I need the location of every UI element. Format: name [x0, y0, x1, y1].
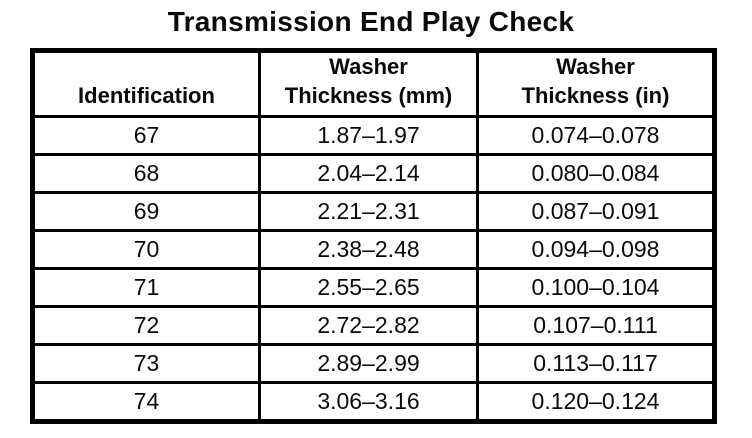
- column-header: Washer Thickness (mm): [258, 48, 479, 119]
- table-row: 71 2.55–2.65 0.100–0.104: [31, 267, 716, 309]
- table-cell: 70: [31, 229, 261, 271]
- table-row: 70 2.38–2.48 0.094–0.098: [31, 229, 716, 271]
- table-cell: 0.087–0.091: [476, 191, 716, 233]
- header-row: Identification Washer Thickness (mm) Washe…: [31, 48, 716, 119]
- table-cell: 3.06–3.16: [258, 381, 479, 424]
- table-cell: 1.87–1.97: [258, 115, 479, 157]
- table-body: 67 1.87–1.97 0.074–0.078 68 2.04–2.14 0.080–0…: [31, 115, 716, 424]
- table-cell: 72: [31, 305, 261, 347]
- table-cell: 0.107–0.111: [476, 305, 716, 347]
- table-cell: 2.04–2.14: [258, 153, 479, 195]
- table-cell: 2.38–2.48: [258, 229, 479, 271]
- table-cell: 2.72–2.82: [258, 305, 479, 347]
- table-head: Identification Washer Thickness (mm) Washe…: [31, 48, 716, 119]
- table-cell: 74: [31, 381, 261, 424]
- table-cell: 71: [31, 267, 261, 309]
- table-cell: 0.080–0.084: [476, 153, 716, 195]
- table-cell: 2.89–2.99: [258, 343, 479, 385]
- table-row: 67 1.87–1.97 0.074–0.078: [31, 115, 716, 157]
- table-cell: 0.113–0.117: [476, 343, 716, 385]
- table-cell: 68: [31, 153, 261, 195]
- table-row: 72 2.72–2.82 0.107–0.111: [31, 305, 716, 347]
- table-cell: 0.100–0.104: [476, 267, 716, 309]
- table-cell: 2.21–2.31: [258, 191, 479, 233]
- page-title: Transmission End Play Check: [167, 6, 575, 37]
- table-row: 74 3.06–3.16 0.120–0.124: [31, 381, 716, 424]
- table-cell: 67: [31, 115, 261, 157]
- table-cell: 2.55–2.65: [258, 267, 479, 309]
- table-cell: 73: [31, 343, 261, 385]
- table-cell: 0.120–0.124: [476, 381, 716, 424]
- table-row: 68 2.04–2.14 0.080–0.084: [31, 153, 716, 195]
- table-row: 73 2.89–2.99 0.113–0.117: [31, 343, 716, 385]
- end-play-table: Identification Washer Thickness (mm) Washe…: [30, 48, 717, 425]
- table-cell: 69: [31, 191, 261, 233]
- table-row: 69 2.21–2.31 0.087–0.091: [31, 191, 716, 233]
- table-cell: 0.094–0.098: [476, 229, 716, 271]
- column-header: Identification: [31, 48, 261, 119]
- column-header: Washer Thickness (in): [476, 48, 716, 119]
- table-cell: 0.074–0.078: [476, 115, 716, 157]
